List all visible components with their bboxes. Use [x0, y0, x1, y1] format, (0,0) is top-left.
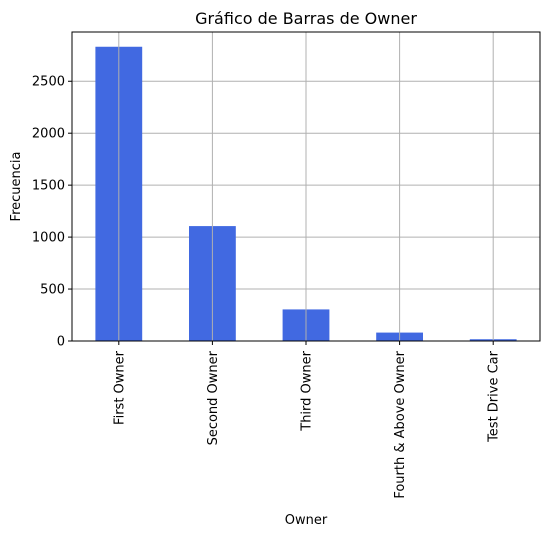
y-tick-label: 0 — [57, 335, 65, 350]
y-axis-ticks: 0 500 1000 1500 2000 2500 — [32, 75, 72, 350]
y-tick-label: 2500 — [32, 75, 65, 90]
x-axis-label: Owner — [285, 513, 328, 528]
vertical-grid-lines — [118, 32, 494, 341]
y-tick-label: 500 — [40, 283, 65, 298]
y-tick-label: 1500 — [32, 179, 65, 194]
y-tick-label: 2000 — [32, 127, 65, 142]
x-tick-label: Test Drive Car — [487, 350, 502, 443]
x-tick-label: Second Owner — [206, 350, 221, 445]
chart-title: Gráfico de Barras de Owner — [195, 9, 417, 28]
x-tick-label: Fourth & Above Owner — [393, 350, 408, 498]
y-tick-label: 1000 — [32, 231, 65, 246]
x-tick-label: First Owner — [112, 350, 127, 425]
x-axis-ticks: First Owner Second Owner Third Owner Fourth… — [112, 341, 502, 499]
y-axis-label: Frecuencia — [9, 152, 24, 222]
x-tick-label: Third Owner — [300, 350, 315, 431]
